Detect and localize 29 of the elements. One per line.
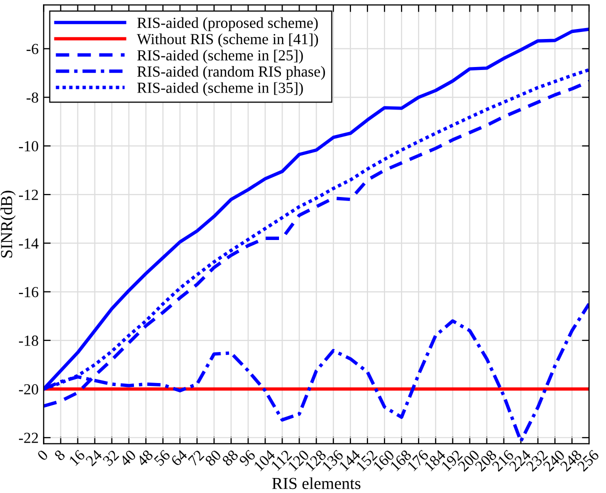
legend-label: RIS-aided (proposed scheme) [137,17,318,32]
x-tick-label: 56 [154,449,171,466]
y-tick-label: -6 [26,44,38,54]
x-tick-label: 8 [54,449,66,462]
x-tick-label: 48 [136,449,154,467]
legend-label: RIS-aided (scheme in [35]) [137,82,303,96]
x-tick-label: 96 [238,449,256,467]
x-tick-label: 40 [119,449,137,467]
x-tick-label: 64 [170,449,188,467]
legend-label: RIS-aided (scheme in [25]) [137,50,303,64]
y-tick-label: -10 [18,141,38,152]
x-tick-label: 88 [222,449,239,467]
y-tick-label: -8 [26,92,38,103]
y-tick-label: -20 [18,384,38,394]
legend-label: Without RIS (scheme in [41]) [136,33,318,48]
y-tick-label: -22 [18,432,38,443]
x-tick-label: 80 [204,449,222,467]
y-tick-label: -18 [18,336,38,346]
y-tick-label: -12 [18,190,38,200]
x-axis-title: RIS elements [272,477,360,490]
x-tick-label: 24 [85,449,103,466]
x-tick-label: 32 [102,450,120,466]
y-tick-label: -16 [18,286,38,298]
x-tick-label: 16 [68,449,86,466]
x-tick-label: 72 [188,450,204,466]
y-tick-label: -14 [18,238,39,248]
y-axis-title: SINR(dB) [0,190,16,258]
legend-label: RIS-aided (random RIS phase) [137,66,325,80]
x-tick-label: 0 [36,449,49,462]
